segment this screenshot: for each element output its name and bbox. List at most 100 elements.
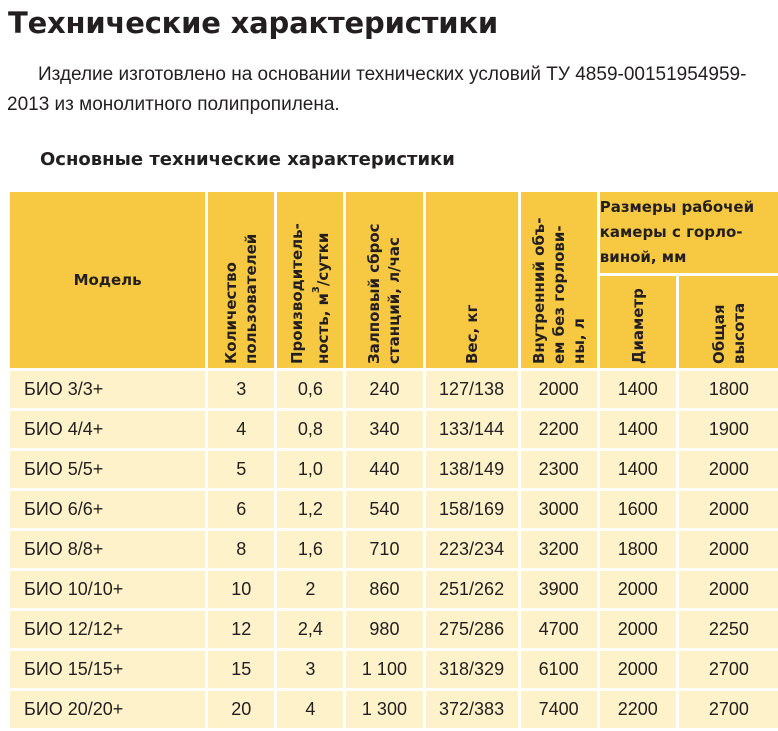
cell-productivity: 0,6	[277, 371, 344, 408]
cell-users: 10	[208, 571, 275, 608]
cell-model: БИО 8/8+	[10, 531, 206, 568]
cell-model: БИО 4/4+	[10, 411, 206, 448]
page-title: Технические характеристики	[8, 6, 499, 40]
header-discharge: Залповый сброс станций, л/час	[346, 192, 423, 368]
cell-weight: 318/329	[425, 651, 518, 688]
cell-volume: 2300	[520, 451, 597, 488]
cell-height: 2250	[678, 611, 778, 648]
header-weight: Вес, кг	[425, 192, 518, 368]
cell-height: 2700	[678, 691, 778, 728]
cell-diameter: 2000	[599, 651, 676, 688]
cell-weight: 372/383	[425, 691, 518, 728]
cell-weight: 127/138	[425, 371, 518, 408]
cell-productivity: 1,0	[277, 451, 344, 488]
table-row: БИО 6/6+ 6 1,2 540 158/169 3000 1600 2000	[10, 491, 778, 528]
cell-weight: 133/144	[425, 411, 518, 448]
cell-height: 2000	[678, 451, 778, 488]
cell-weight: 138/149	[425, 451, 518, 488]
cell-productivity: 1,6	[277, 531, 344, 568]
cell-model: БИО 5/5+	[10, 451, 206, 488]
cell-discharge: 1 300	[346, 691, 423, 728]
header-volume-label: Внутренний объ-ем без горлови-ны, л	[529, 217, 588, 364]
cell-diameter: 2000	[599, 611, 676, 648]
cell-users: 15	[208, 651, 275, 688]
cell-productivity: 0,8	[277, 411, 344, 448]
cell-volume: 2000	[520, 371, 597, 408]
header-productivity: Производитель-ность, м3/сутки	[277, 192, 344, 368]
cell-weight: 223/234	[425, 531, 518, 568]
cell-model: БИО 12/12+	[10, 611, 206, 648]
header-diameter-label: Диаметр	[628, 288, 647, 364]
cell-weight: 251/262	[425, 571, 518, 608]
table-header-row: Модель Количество пользователей Производ…	[10, 192, 778, 368]
cell-diameter: 1400	[599, 371, 676, 408]
cell-diameter: 1400	[599, 451, 676, 488]
cell-diameter: 2000	[599, 571, 676, 608]
cell-model: БИО 20/20+	[10, 691, 206, 728]
cell-weight: 275/286	[425, 611, 518, 648]
cell-discharge: 980	[346, 611, 423, 648]
cell-model: БИО 15/15+	[10, 651, 206, 688]
specs-table: Модель Количество пользователей Производ…	[7, 189, 778, 731]
cell-volume: 7400	[520, 691, 597, 728]
table-row: БИО 4/4+ 4 0,8 340 133/144 2200 1400 1900	[10, 411, 778, 448]
cell-discharge: 1 100	[346, 651, 423, 688]
cell-model: БИО 3/3+	[10, 371, 206, 408]
cell-height: 1800	[678, 371, 778, 408]
cell-diameter: 1400	[599, 411, 676, 448]
header-diameter: Диаметр	[599, 276, 676, 368]
table-row: БИО 3/3+ 3 0,6 240 127/138 2000 1400 1800	[10, 371, 778, 408]
cell-height: 1900	[678, 411, 778, 448]
table-row: БИО 15/15+ 15 3 1 100 318/329 6100 2000 2700	[10, 651, 778, 688]
cell-volume: 2200	[520, 411, 597, 448]
table-row: БИО 20/20+ 20 4 1 300 372/383 7400 2200 2700	[10, 691, 778, 728]
cell-volume: 3900	[520, 571, 597, 608]
cell-productivity: 2	[277, 571, 344, 608]
cell-height: 2000	[678, 571, 778, 608]
header-discharge-label: Залповый сброс станций, л/час	[365, 223, 404, 364]
table-subtitle: Основные технические характеристики	[40, 149, 455, 170]
cell-discharge: 340	[346, 411, 423, 448]
cell-discharge: 540	[346, 491, 423, 528]
table-row: БИО 5/5+ 5 1,0 440 138/149 2300 1400 2000	[10, 451, 778, 488]
cell-diameter: 1800	[599, 531, 676, 568]
cell-height: 2000	[678, 491, 778, 528]
intro-paragraph: Изделие изготовлено на основании техниче…	[7, 64, 747, 115]
cell-discharge: 440	[346, 451, 423, 488]
header-volume: Внутренний объ-ем без горлови-ны, л	[520, 192, 597, 368]
cell-height: 2000	[678, 531, 778, 568]
header-chamber-group: Размеры рабочей камеры с горло-виной, мм	[599, 192, 778, 274]
cell-users: 3	[208, 371, 275, 408]
cell-model: БИО 6/6+	[10, 491, 206, 528]
cell-volume: 3200	[520, 531, 597, 568]
cell-productivity: 4	[277, 691, 344, 728]
cell-volume: 3000	[520, 491, 597, 528]
cell-diameter: 2200	[599, 691, 676, 728]
cell-discharge: 240	[346, 371, 423, 408]
cell-weight: 158/169	[425, 491, 518, 528]
cell-discharge: 860	[346, 571, 423, 608]
cell-users: 8	[208, 531, 275, 568]
table-row: БИО 8/8+ 8 1,6 710 223/234 3200 1800 2000	[10, 531, 778, 568]
table-subheader-row: Диаметр Общая высота	[10, 276, 778, 368]
cell-discharge: 710	[346, 531, 423, 568]
table-row: БИО 10/10+ 10 2 860 251/262 3900 2000 2000	[10, 571, 778, 608]
cell-users: 20	[208, 691, 275, 728]
header-users: Количество пользователей	[208, 192, 275, 368]
header-productivity-label: Производитель-ность, м3/сутки	[288, 223, 333, 364]
header-model: Модель	[10, 192, 206, 368]
cell-users: 5	[208, 451, 275, 488]
cell-diameter: 1600	[599, 491, 676, 528]
header-height: Общая высота	[678, 276, 778, 368]
header-height-label: Общая высота	[709, 302, 748, 364]
cell-volume: 6100	[520, 651, 597, 688]
cell-users: 6	[208, 491, 275, 528]
table-row: БИО 12/12+ 12 2,4 980 275/286 4700 2000 2250	[10, 611, 778, 648]
header-weight-label: Вес, кг	[462, 304, 481, 364]
cell-users: 4	[208, 411, 275, 448]
cell-productivity: 3	[277, 651, 344, 688]
cell-volume: 4700	[520, 611, 597, 648]
cell-height: 2700	[678, 651, 778, 688]
cell-productivity: 2,4	[277, 611, 344, 648]
header-users-label: Количество пользователей	[222, 233, 261, 364]
